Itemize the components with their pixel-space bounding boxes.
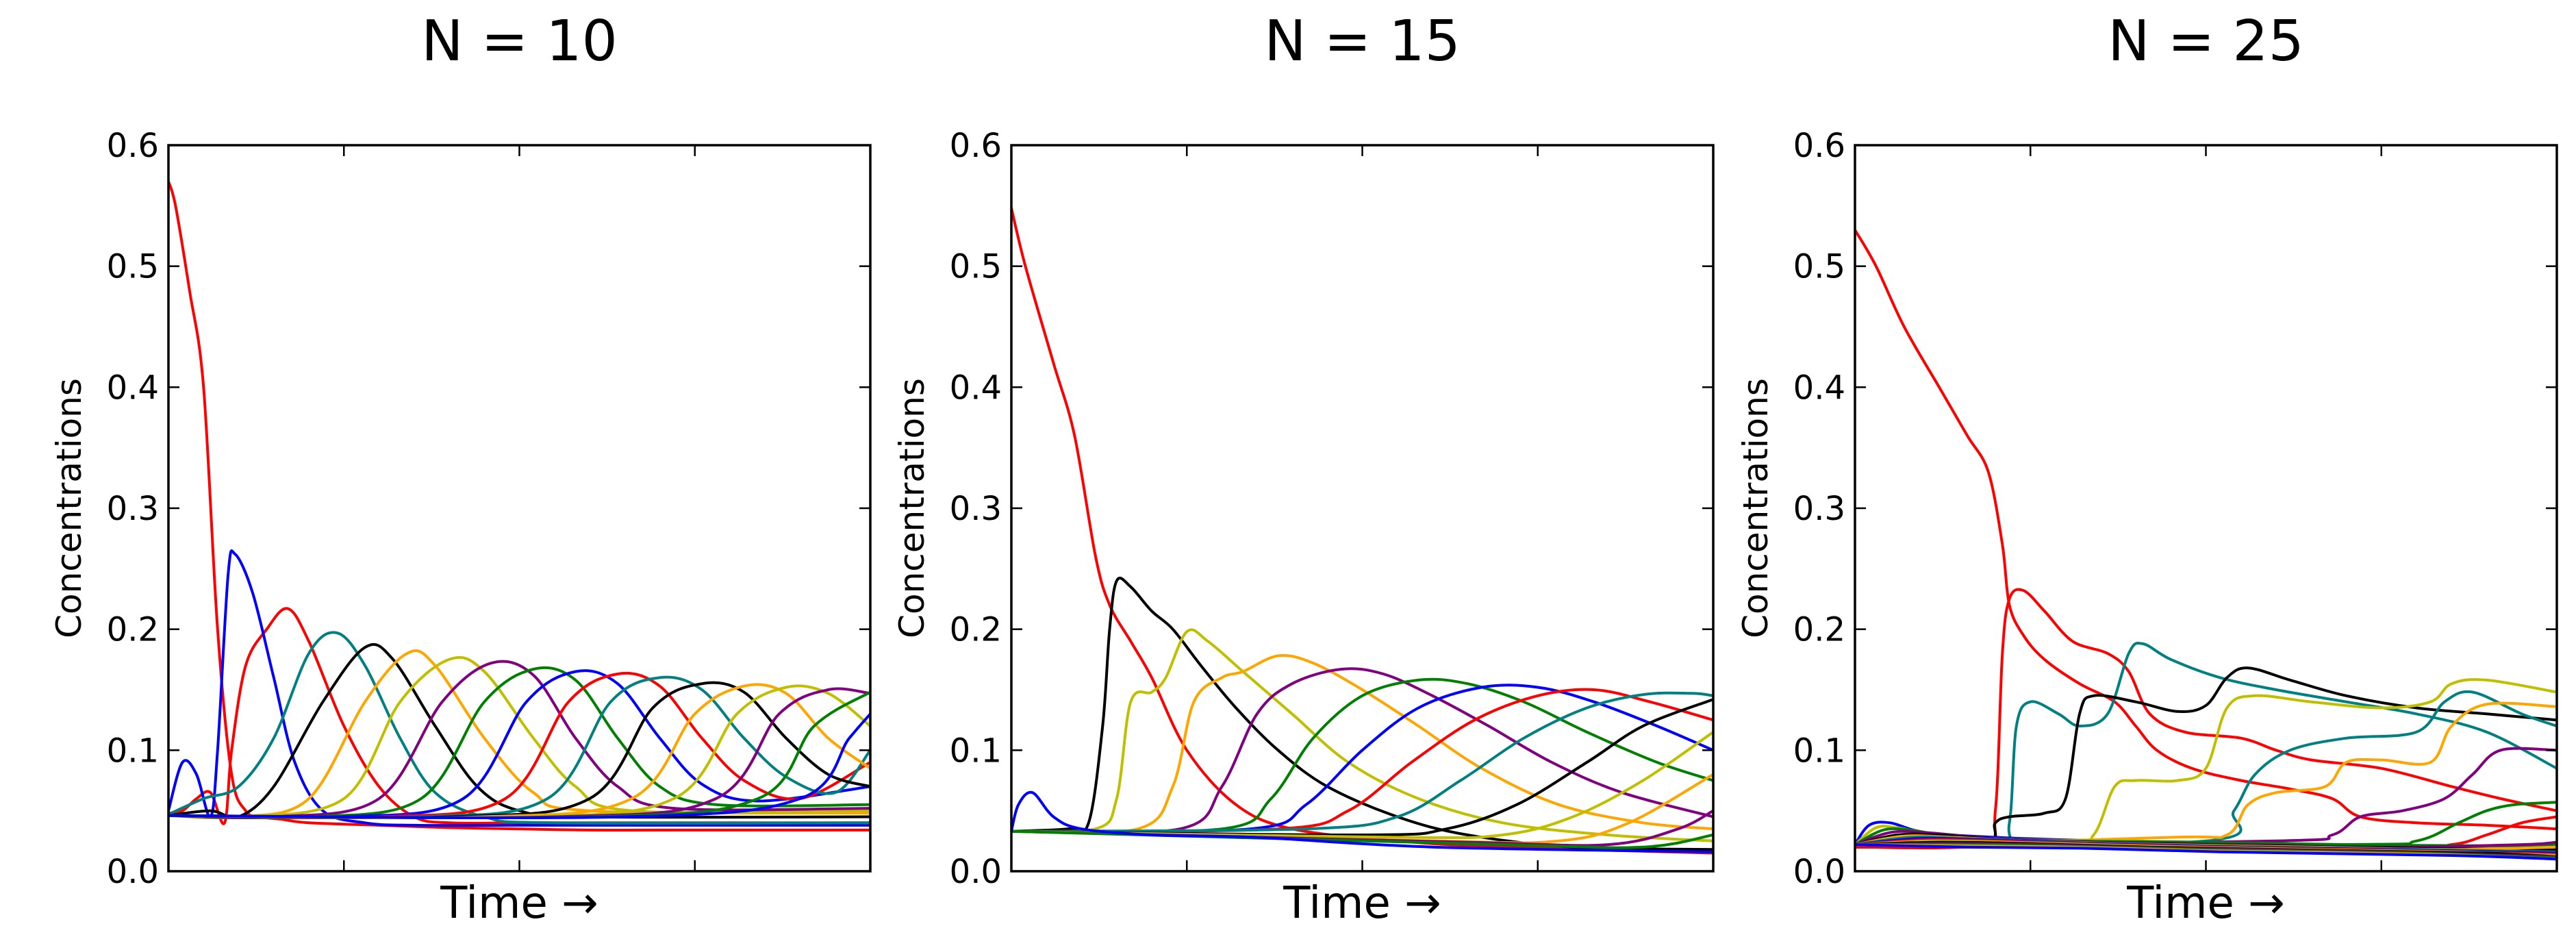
y-tick-label: 0.5 [107, 248, 159, 286]
y-tick-label: 0.3 [107, 490, 159, 528]
series-line-4 [1855, 666, 2557, 849]
series-line-1 [1011, 206, 1713, 855]
series-line-15 [168, 684, 870, 819]
series-group [1855, 228, 2557, 861]
chart-panel-3: 0.0 0.1 0.2 0.3 0.4 0.5 0.6 N = 25 Time → Concent… [1736, 9, 2558, 929]
y-tick-label: 0.5 [1793, 248, 1845, 286]
y-tick-label: 0.0 [950, 853, 1002, 891]
x-axis-label: Time → [440, 878, 598, 929]
y-tick-label: 0.3 [950, 490, 1002, 528]
series-line-8 [1011, 688, 1713, 833]
y-tick-label: 0.2 [1793, 611, 1845, 649]
y-tick-label: 0.1 [107, 732, 159, 770]
y-axis-label: Concentrations [49, 378, 89, 638]
y-tick-label: 0.4 [1793, 368, 1845, 407]
x-axis-label: Time → [2126, 878, 2285, 929]
series-line-2 [1855, 588, 2557, 850]
plot-frame [167, 144, 872, 873]
series-group [1011, 206, 1713, 855]
chart-title: N = 10 [421, 9, 618, 74]
chart-title: N = 25 [2108, 9, 2304, 74]
y-axis-label: Concentrations [1736, 378, 1776, 638]
y-tick-label: 0.5 [950, 248, 1002, 286]
series-line-6 [1011, 677, 1713, 834]
series-line-7 [1855, 701, 2557, 849]
series-line-10 [1011, 698, 1713, 837]
series-line-9 [1011, 691, 1713, 833]
series-line-1 [1855, 228, 2557, 831]
series-line-15 [1011, 790, 1713, 853]
series-line-8 [168, 660, 870, 819]
series-line-16 [168, 687, 870, 819]
series-group [168, 180, 870, 832]
y-tick-label: 0.3 [1793, 490, 1845, 528]
series-line-4 [1011, 654, 1713, 834]
plot-frame [1010, 144, 1715, 873]
y-axis-label: Concentrations [892, 378, 932, 638]
y-tick-label: 0.4 [107, 368, 159, 407]
chart-title: N = 15 [1264, 9, 1461, 74]
y-tick-label: 0.6 [1793, 127, 1845, 165]
chart-panel-1: 0.0 0.1 0.2 0.3 0.4 0.5 0.6 N = 10 Time → Concent… [49, 9, 872, 929]
series-line-14 [168, 683, 870, 819]
y-tick-label: 0.0 [107, 853, 159, 891]
series-line-3 [1011, 628, 1713, 842]
y-tick-label: 0.0 [1793, 853, 1845, 891]
y-tick-label: 0.4 [950, 368, 1002, 407]
series-line-3 [1855, 642, 2557, 849]
y-tick-label: 0.1 [1793, 732, 1845, 770]
y-tick-label: 0.2 [107, 611, 159, 649]
y-tick-label: 0.6 [107, 127, 159, 165]
series-line-1 [168, 180, 870, 832]
series-line-2 [1011, 577, 1713, 851]
series-line-18 [168, 712, 870, 819]
y-tick-label: 0.2 [950, 611, 1002, 649]
y-tick-label: 0.6 [950, 127, 1002, 165]
y-tick-label: 0.1 [950, 732, 1002, 770]
series-line-13 [168, 681, 870, 819]
series-line-8 [1855, 747, 2557, 849]
x-axis-label: Time → [1283, 878, 1441, 929]
series-line-25 [1855, 843, 2557, 861]
series-line-7 [1011, 684, 1713, 834]
chart-panel-2: 0.0 0.1 0.2 0.3 0.4 0.5 0.6 N = 15 Time → Concent… [892, 9, 1715, 929]
plot-frame [1854, 144, 2558, 873]
series-line-5 [1011, 667, 1713, 834]
